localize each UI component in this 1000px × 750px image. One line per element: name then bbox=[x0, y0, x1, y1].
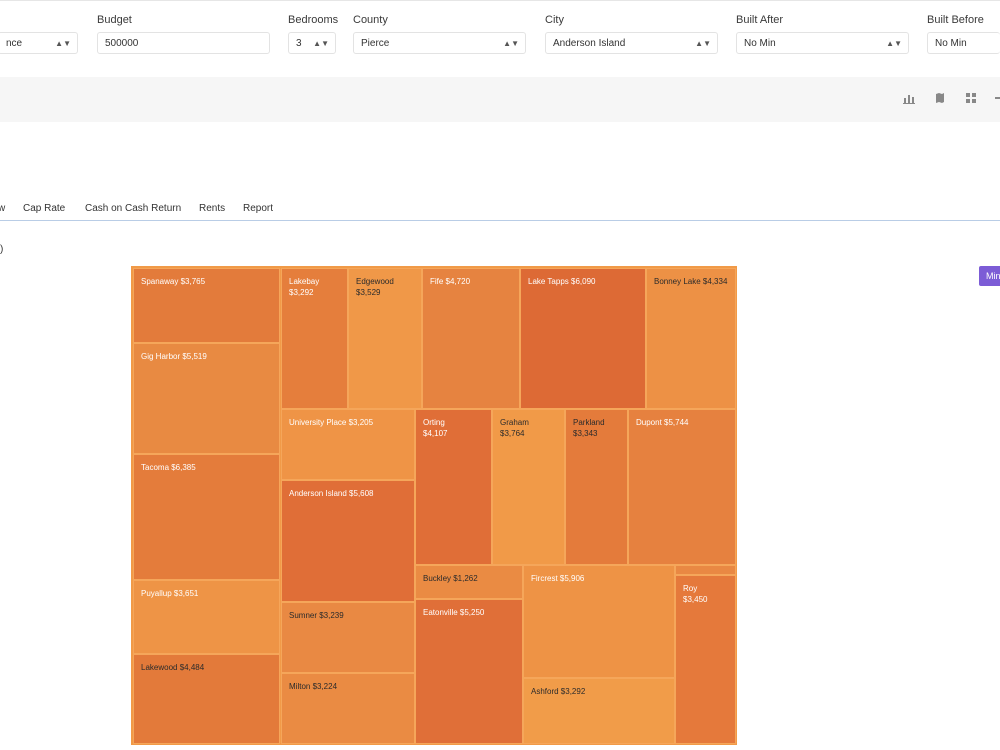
treemap-cell-label: Dupont $5,744 bbox=[636, 418, 689, 427]
treemap-cell-label: Edgewood $3,529 bbox=[356, 277, 394, 297]
select-arrow-icon: ▲▼ bbox=[503, 39, 519, 48]
treemap-cell-label: Lakewood $4,484 bbox=[141, 663, 205, 672]
treemap-cell[interactable]: University Place $3,205 bbox=[281, 409, 415, 480]
treemap-cell-label: Ashford $3,292 bbox=[531, 687, 586, 696]
treemap-cell-label: University Place $3,205 bbox=[289, 418, 374, 427]
county-label: County bbox=[353, 14, 388, 26]
treemap-cell[interactable]: Fife $4,720 bbox=[422, 268, 520, 409]
treemap-cell-label: Milton $3,224 bbox=[289, 682, 338, 691]
bar-chart-icon[interactable] bbox=[903, 92, 915, 104]
rent-treemap: Spanaway $3,765 Gig Harbor $5,519 Tacoma $… bbox=[131, 266, 737, 745]
treemap-cell[interactable]: Lakewood $4,484 bbox=[133, 654, 280, 744]
treemap-cell-label: Spanaway $3,765 bbox=[141, 277, 206, 286]
treemap-cell-label: Anderson Island $5,608 bbox=[289, 489, 374, 498]
built-after-value: No Min bbox=[744, 38, 776, 49]
property-type-select[interactable]: nce ▲▼ bbox=[0, 32, 78, 54]
budget-value: 500000 bbox=[105, 38, 139, 49]
treemap-cell-label: Graham $3,764 bbox=[500, 418, 529, 438]
treemap-cell[interactable]: Dupont $5,744 bbox=[628, 409, 736, 565]
treemap-cell[interactable]: Roy $3,450 bbox=[675, 575, 736, 744]
treemap-cell[interactable]: Gig Harbor $5,519 bbox=[133, 343, 280, 454]
select-arrow-icon: ▲▼ bbox=[886, 39, 902, 48]
select-arrow-icon: ▲▼ bbox=[55, 39, 71, 48]
treemap-cell-label: Sumner $3,239 bbox=[289, 611, 344, 620]
bedrooms-select[interactable]: 3 ▲▼ bbox=[288, 32, 336, 54]
tab-overview[interactable]: w bbox=[0, 203, 6, 214]
built-after-select[interactable]: No Min ▲▼ bbox=[736, 32, 909, 54]
map-icon[interactable] bbox=[934, 92, 946, 104]
treemap-cell[interactable] bbox=[675, 565, 736, 575]
treemap-cell[interactable]: Parkland $3,343 bbox=[565, 409, 628, 565]
treemap-cell[interactable]: Buckley $1,262 bbox=[415, 565, 523, 599]
treemap-cell-label: Gig Harbor $5,519 bbox=[141, 352, 207, 361]
treemap-cell-label: Eatonville $5,250 bbox=[423, 608, 485, 617]
county-select[interactable]: Pierce ▲▼ bbox=[353, 32, 526, 54]
treemap-cell[interactable]: Lakebay $3,292 bbox=[281, 268, 348, 409]
grid-icon[interactable] bbox=[965, 92, 977, 104]
treemap-cell-label: Roy $3,450 bbox=[683, 584, 708, 604]
treemap-cell-label: Lakebay $3,292 bbox=[289, 277, 320, 297]
select-arrow-icon: ▲▼ bbox=[313, 39, 329, 48]
city-select[interactable]: Anderson Island ▲▼ bbox=[545, 32, 718, 54]
treemap-cell[interactable]: Ashford $3,292 bbox=[523, 678, 675, 744]
min-button[interactable]: Min bbox=[979, 266, 1000, 286]
treemap-cell[interactable]: Tacoma $6,385 bbox=[133, 454, 280, 580]
built-after-label: Built After bbox=[736, 14, 784, 26]
treemap-cell[interactable]: Milton $3,224 bbox=[281, 673, 415, 744]
treemap-cell-label: Tacoma $6,385 bbox=[141, 463, 196, 472]
treemap-cell[interactable]: Anderson Island $5,608 bbox=[281, 480, 415, 602]
treemap-cell-label: Puyallup $3,651 bbox=[141, 589, 199, 598]
treemap-cell-label: Lake Tapps $6,090 bbox=[528, 277, 596, 286]
tab-cap-rate[interactable]: Cap Rate bbox=[23, 203, 66, 214]
property-type-value: nce bbox=[6, 38, 23, 49]
budget-label: Budget bbox=[97, 14, 132, 26]
treemap-cell[interactable]: Eatonville $5,250 bbox=[415, 599, 523, 744]
treemap-cell[interactable]: Sumner $3,239 bbox=[281, 602, 415, 673]
treemap-cell-label: Fife $4,720 bbox=[430, 277, 471, 286]
treemap-cell-label: Parkland $3,343 bbox=[573, 418, 605, 438]
treemap-cell[interactable]: Spanaway $3,765 bbox=[133, 268, 280, 343]
tab-cash-on-cash-return[interactable]: Cash on Cash Return bbox=[85, 203, 182, 214]
budget-input[interactable]: 500000 bbox=[97, 32, 270, 54]
treemap-cell[interactable]: Lake Tapps $6,090 bbox=[520, 268, 646, 409]
treemap-cell[interactable]: Edgewood $3,529 bbox=[348, 268, 422, 409]
view-toolbar bbox=[0, 77, 1000, 122]
built-before-select[interactable]: No Min bbox=[927, 32, 1000, 54]
treemap-cell-label: Orting $4,107 bbox=[423, 418, 448, 438]
filter-bar: nce ▲▼ Budget 500000 Bedrooms 3 ▲▼ Count… bbox=[0, 0, 1000, 69]
treemap-cell[interactable]: Bonney Lake $4,334 bbox=[646, 268, 736, 409]
chart-title-fragment: ) bbox=[0, 244, 4, 255]
tab-report[interactable]: Report bbox=[243, 203, 274, 214]
county-value: Pierce bbox=[361, 38, 390, 49]
treemap-cell[interactable]: Fircrest $5,906 bbox=[523, 565, 675, 678]
city-value: Anderson Island bbox=[553, 38, 626, 49]
tab-bar: w Cap Rate Cash on Cash Return Rents Rep… bbox=[0, 196, 1000, 221]
built-before-label: Built Before bbox=[927, 14, 984, 26]
bedrooms-label: Bedrooms bbox=[288, 14, 339, 26]
treemap-cell-label: Fircrest $5,906 bbox=[531, 574, 585, 583]
treemap-cell[interactable]: Orting $4,107 bbox=[415, 409, 492, 565]
select-arrow-icon: ▲▼ bbox=[695, 39, 711, 48]
treemap-cell-label: Buckley $1,262 bbox=[423, 574, 478, 583]
treemap-cell[interactable]: Graham $3,764 bbox=[492, 409, 565, 565]
treemap-cell-label: Bonney Lake $4,334 bbox=[654, 277, 728, 286]
tab-rents[interactable]: Rents bbox=[199, 203, 226, 214]
bedrooms-value: 3 bbox=[296, 38, 302, 49]
built-before-value: No Min bbox=[935, 38, 967, 49]
more-icon[interactable] bbox=[994, 92, 1000, 104]
city-label: City bbox=[545, 14, 564, 26]
treemap-cell[interactable]: Puyallup $3,651 bbox=[133, 580, 280, 654]
